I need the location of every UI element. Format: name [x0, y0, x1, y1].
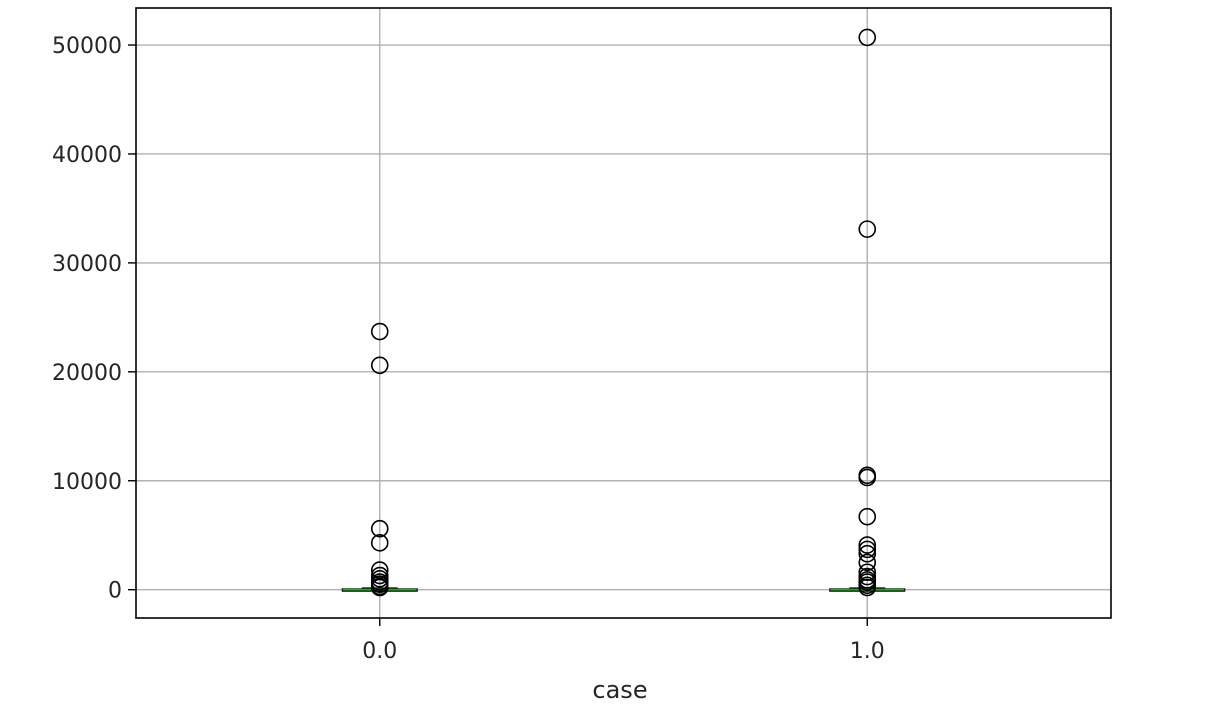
- grid-layer: [136, 8, 1111, 618]
- plot-frame: [135, 7, 1112, 619]
- y-tick-label: 0: [108, 579, 122, 604]
- marks-layer: [341, 28, 906, 597]
- y-tick-label: 10000: [52, 470, 122, 495]
- outlier-point: [858, 578, 877, 597]
- y-tick-label: 30000: [52, 252, 122, 277]
- outlier-point: [370, 534, 389, 552]
- ticks-layer: 0 10000 20000 30000 40000 50000 0.0 1.0: [52, 34, 885, 664]
- x-axis-label: case: [592, 676, 647, 704]
- outlier-point: [858, 540, 877, 559]
- box-group-1-0: [829, 28, 906, 597]
- y-tick-label: 50000: [52, 34, 122, 59]
- x-tick-label: 1.0: [850, 639, 885, 664]
- y-tick-label: 20000: [52, 361, 122, 386]
- x-tick-label: 0.0: [362, 639, 397, 664]
- outlier-point: [858, 220, 877, 238]
- outlier-point: [858, 553, 877, 572]
- outlier-point: [370, 322, 389, 341]
- outlier-point: [858, 544, 877, 563]
- y-tick-label: 40000: [52, 143, 122, 168]
- outlier-point: [370, 519, 389, 538]
- outlier-point: [370, 578, 389, 597]
- outlier-point: [858, 468, 877, 487]
- outlier-point: [858, 28, 877, 47]
- box-group-0-0: [341, 322, 418, 597]
- outlier-point: [858, 507, 877, 526]
- outlier-point: [858, 536, 877, 554]
- outlier-point: [370, 356, 389, 375]
